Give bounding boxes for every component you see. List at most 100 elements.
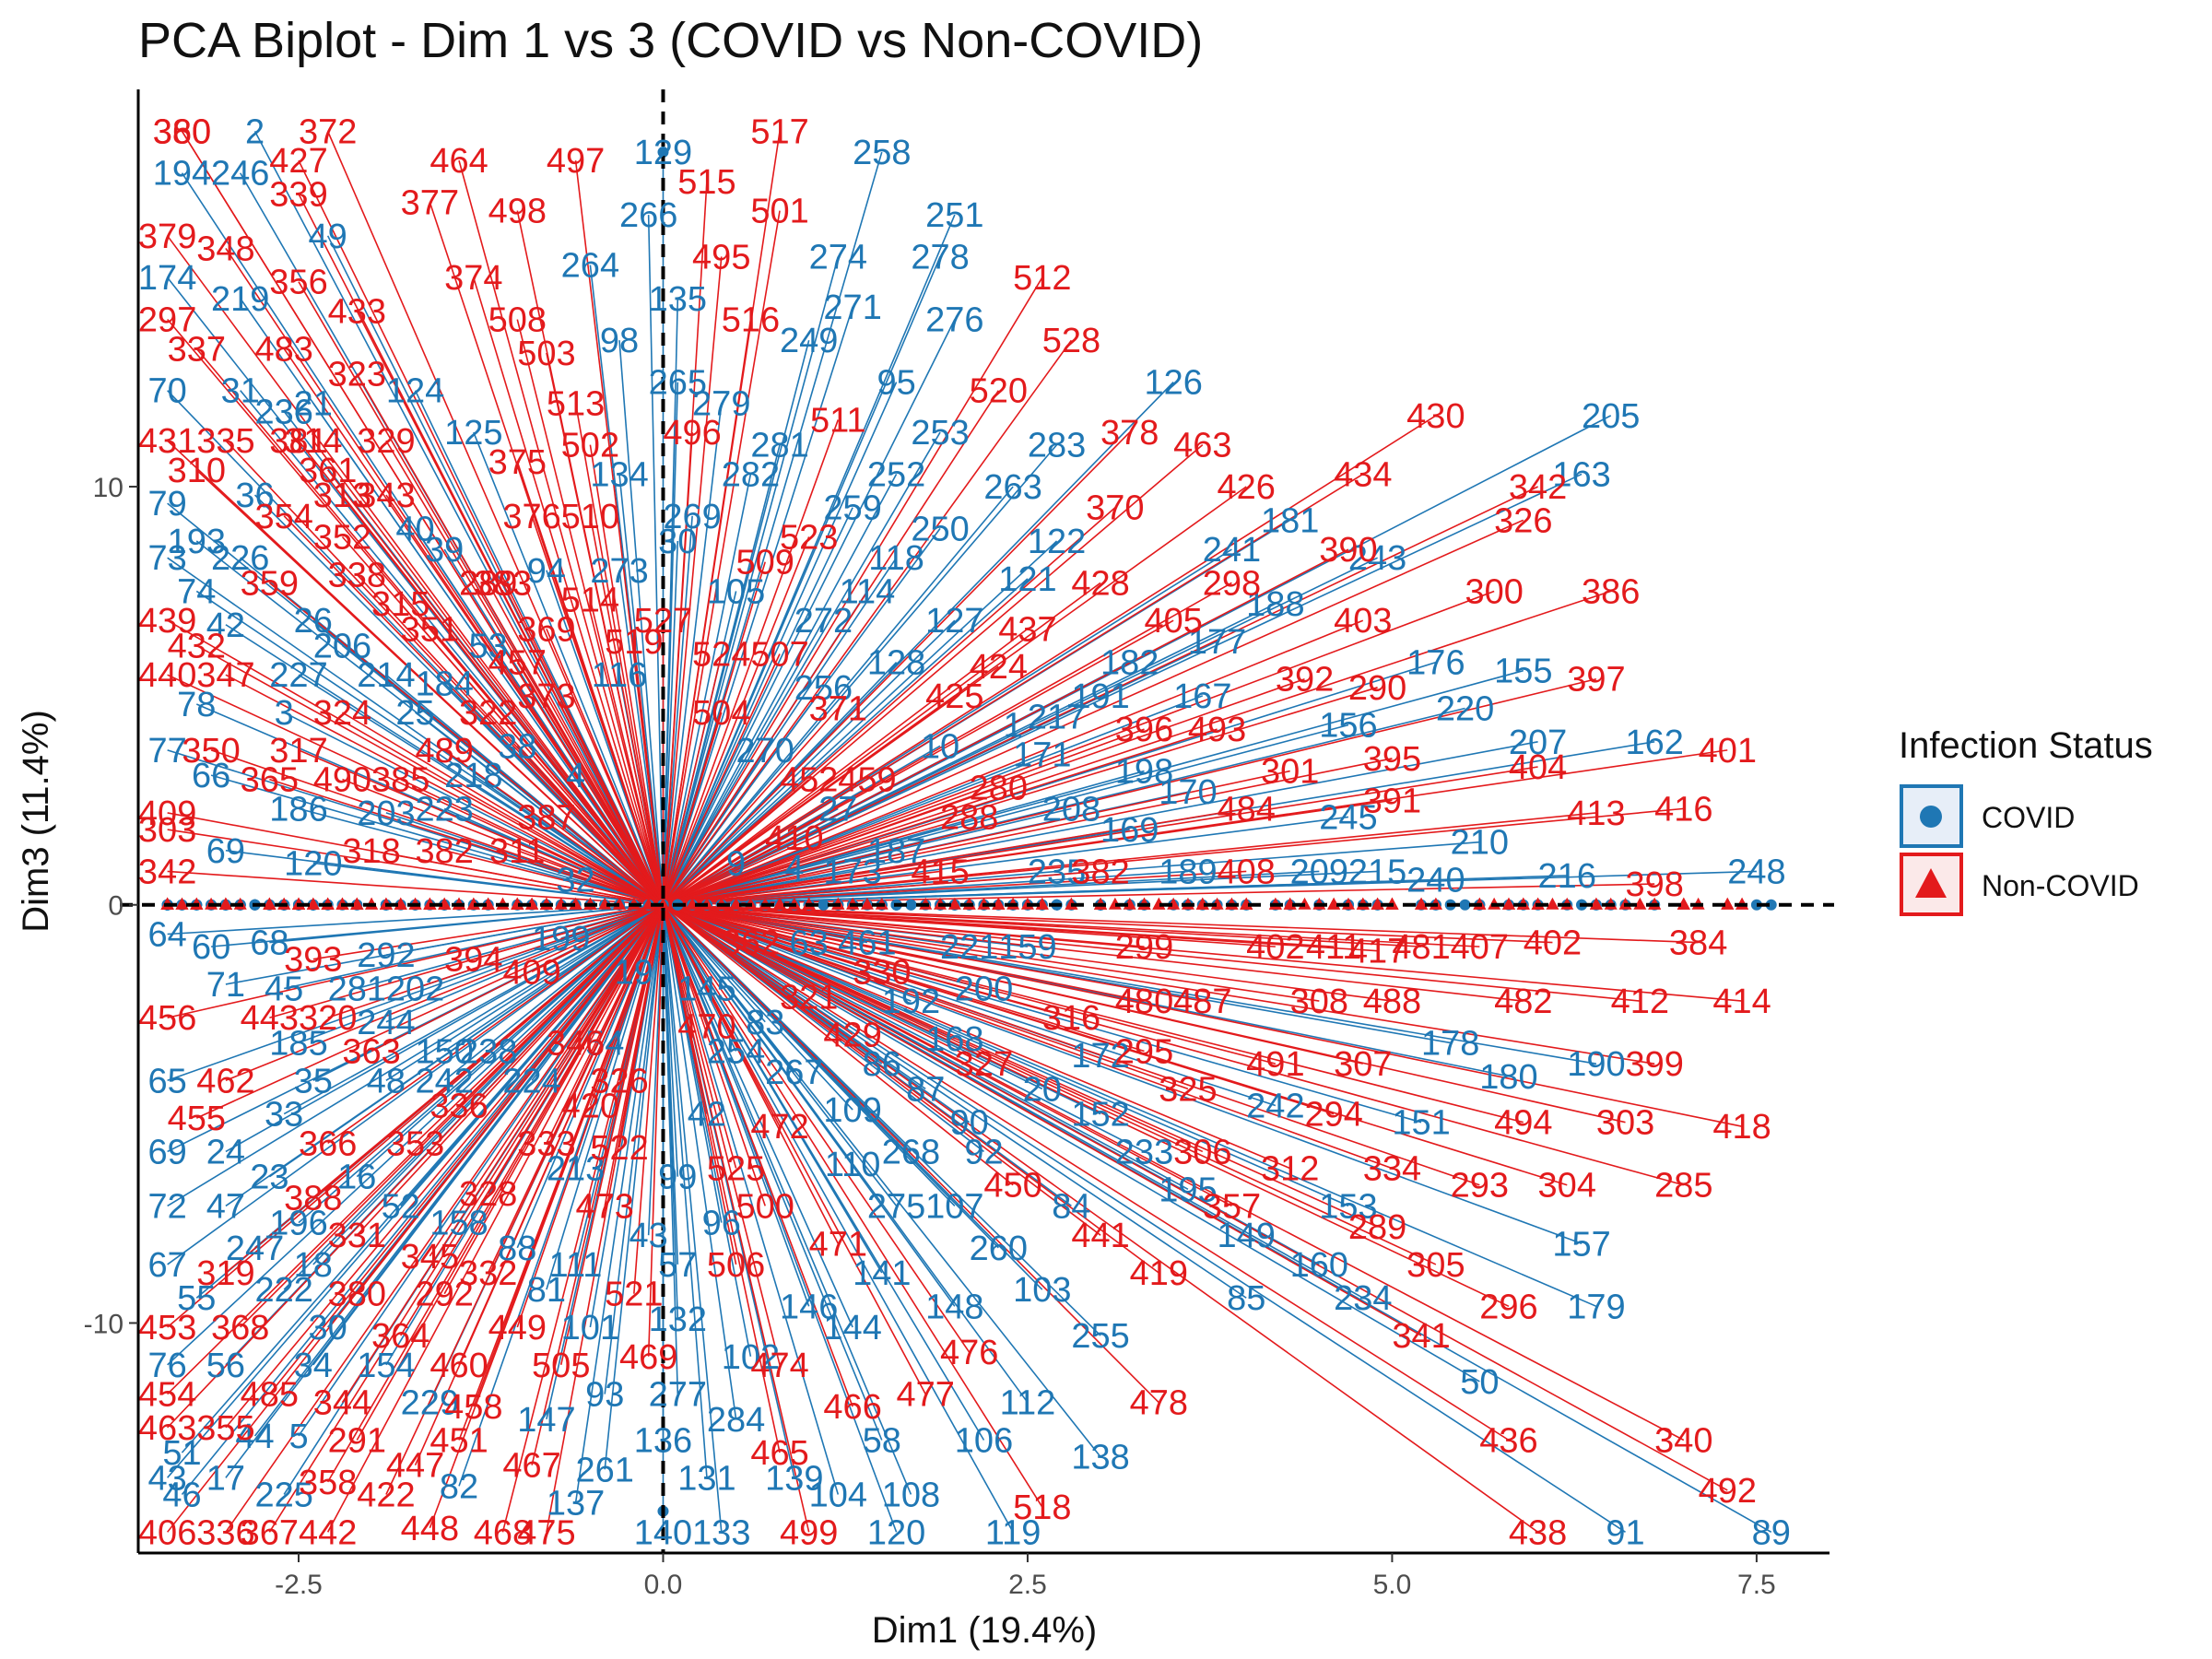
point-non-covid-459 [860,897,874,910]
label-covid-217: 217 [1028,699,1086,737]
label-non-covid-365: 365 [241,761,299,800]
label-covid-215: 215 [1348,853,1406,891]
label-non-covid-346: 346 [547,1024,605,1063]
arrow-non-covid-487 [663,903,1203,1002]
label-covid-134: 134 [590,455,648,494]
label-non-covid-362: 362 [722,924,780,963]
label-covid-273: 273 [590,552,648,591]
label-covid-112: 112 [1000,1384,1056,1423]
label-covid-243: 243 [1348,539,1406,578]
label-covid-185: 185 [269,1024,327,1063]
label-covid-223: 223 [415,790,473,829]
label-covid-156: 156 [1319,707,1377,746]
label-non-covid-294: 294 [1304,1096,1362,1135]
arrow-non-covid-407 [663,903,1480,947]
arrow-non-covid-395 [663,758,1393,906]
arrow-non-covid-378 [662,431,1131,906]
arrow-non-covid-313 [341,494,665,906]
label-non-covid-420: 420 [561,1088,619,1126]
arrow-non-covid-478 [662,904,1159,1404]
arrow-covid-155 [663,669,1524,906]
label-covid-227: 227 [269,656,327,695]
label-non-covid-326: 326 [1494,501,1552,540]
axes: -2.5 0.0 2.5 5.0 7.5 -10 0 10 [84,89,1830,1600]
label-non-covid-439: 439 [138,602,196,641]
arrow-non-covid-432 [195,644,664,906]
label-covid-35: 35 [294,1062,333,1100]
label-covid-136: 136 [634,1421,692,1460]
label-covid-163: 163 [1552,455,1610,494]
label-covid-33: 33 [265,1096,303,1135]
label-non-covid-481: 481 [1392,928,1450,967]
label-non-covid-407: 407 [1451,928,1509,967]
arrow-non-covid-331 [356,904,665,1236]
y-axis-label: Dim3 (11.4%) [16,710,56,933]
arrow-covid-188 [663,603,1277,906]
label-covid-182: 182 [1100,644,1159,683]
label-non-covid-495: 495 [692,238,750,276]
label-covid-263: 263 [983,468,1041,507]
arrow-non-covid-418 [663,903,1743,1127]
label-covid-151: 151 [1392,1104,1450,1143]
label-covid-83: 83 [746,1004,784,1042]
label-covid-69: 69 [206,832,245,871]
label-covid-253: 253 [911,414,969,453]
label-covid-244: 244 [357,1004,415,1042]
label-non-covid-493: 493 [1188,711,1246,749]
label-non-covid-322: 322 [459,694,517,733]
label-non-covid-312: 312 [1261,1150,1319,1189]
arrow-non-covid-468 [501,904,665,1533]
arrow-non-covid-448 [429,904,665,1529]
arrow-covid-68 [269,903,664,944]
arrow-non-covid-285 [663,903,1685,1186]
label-covid-99: 99 [658,1159,697,1197]
label-covid-34: 34 [294,1347,333,1385]
label-non-covid-448: 448 [401,1510,459,1548]
label-non-covid-510: 510 [561,498,619,536]
label-non-covid-310: 310 [168,452,226,490]
arrow-covid-252 [662,474,898,906]
label-non-covid-396: 396 [1115,711,1173,749]
label-non-covid-412: 412 [1611,982,1669,1021]
point-covid-89 [1765,899,1777,911]
label-covid-85: 85 [1227,1279,1265,1318]
label-covid-10: 10 [921,727,959,766]
label-covid-82: 82 [440,1467,478,1506]
label-non-covid-301: 301 [1261,753,1319,792]
label-covid-24: 24 [206,1133,245,1171]
arrow-non-covid-507 [662,653,781,906]
arrow-non-covid-503 [546,352,665,905]
label-covid-138: 138 [1071,1439,1129,1477]
label-covid-47: 47 [206,1187,245,1226]
arrow-non-covid-485 [268,904,665,1395]
arrow-covid-85 [663,904,1247,1299]
arrow-non-covid-518 [662,904,1043,1508]
arrow-non-covid-298 [663,582,1232,906]
label-non-covid-298: 298 [1203,564,1261,603]
arrow-non-covid-501 [662,210,781,905]
label-non-covid-354: 354 [254,498,312,536]
label-non-covid-382: 382 [1071,853,1129,891]
label-non-covid-491: 491 [1246,1045,1304,1084]
label-non-covid-307: 307 [1334,1045,1392,1084]
label-non-covid-377: 377 [401,184,459,223]
arrow-non-covid-494 [663,903,1524,1124]
arrow-covid-138 [662,904,1101,1458]
label-non-covid-507: 507 [750,636,808,675]
label-covid-210: 210 [1451,824,1509,863]
label-non-covid-386: 386 [1582,572,1640,611]
label-covid-216: 216 [1538,857,1596,896]
label-non-covid-456: 456 [138,999,196,1038]
arrow-non-covid-463 [167,904,665,1429]
label-non-covid-502: 502 [561,427,619,465]
label-non-covid-466: 466 [823,1388,881,1427]
arrow-covid-17 [225,904,665,1478]
arrow-non-covid-437 [662,628,1029,906]
arrow-non-covid-489 [443,749,664,906]
arrow-non-covid-439 [167,619,664,906]
label-covid-179: 179 [1567,1288,1625,1326]
label-non-covid-378: 378 [1100,414,1159,453]
label-non-covid-508: 508 [488,301,547,340]
label-non-covid-513: 513 [547,384,605,423]
label-non-covid-518: 518 [1013,1488,1071,1527]
